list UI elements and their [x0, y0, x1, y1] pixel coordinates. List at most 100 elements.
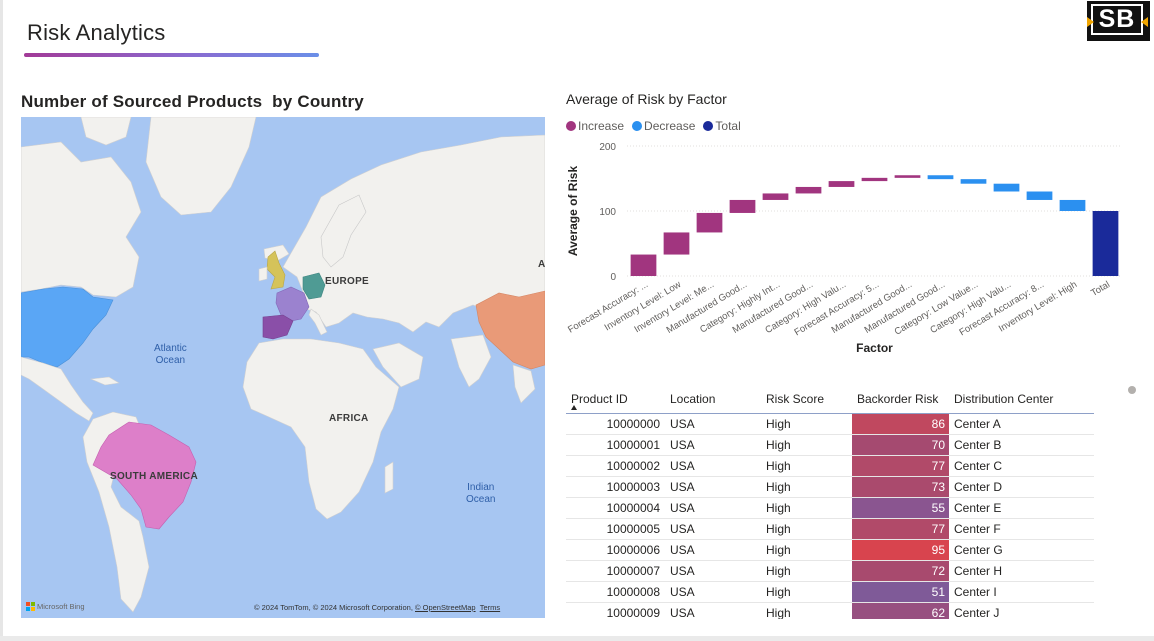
legend-dot-icon	[703, 121, 714, 131]
legend-item-total[interactable]: Total	[703, 119, 741, 133]
cell-product-id: 10000000	[566, 413, 665, 435]
osm-link[interactable]: © OpenStreetMap	[415, 603, 476, 612]
waterfall-bar-decrease[interactable]	[927, 175, 954, 180]
table-row[interactable]: 10000005 USA High 77 Center F	[566, 518, 1094, 540]
cell-risk-score: High	[761, 539, 852, 561]
chart-legend: Increase Decrease Total	[566, 119, 741, 133]
filled-map[interactable]: EUROPE AFRICA SOUTH AMERICA A Atlantic O…	[21, 117, 545, 618]
cell-backorder-risk: 55	[852, 497, 949, 519]
country-spain	[262, 314, 294, 340]
waterfall-bar-decrease[interactable]	[1059, 199, 1086, 211]
waterfall-bar-decrease[interactable]	[960, 179, 987, 184]
table-row[interactable]: 10000001 USA High 70 Center B	[566, 434, 1094, 456]
legend-item-increase[interactable]: Increase	[566, 119, 624, 133]
cell-backorder-risk: 70	[852, 434, 949, 456]
country-uk	[266, 250, 286, 290]
cell-distribution-center: Center D	[949, 476, 1094, 498]
bing-logo: Microsoft Bing	[26, 602, 85, 611]
cell-product-id: 10000001	[566, 434, 665, 456]
map-attribution: © 2024 TomTom, © 2024 Microsoft Corporat…	[254, 603, 500, 612]
waterfall-bar-increase[interactable]	[630, 254, 657, 276]
table-row[interactable]: 10000002 USA High 77 Center C	[566, 455, 1094, 477]
product-table: Product ID Location Risk Score Backorder…	[566, 384, 1094, 619]
x-tick-label: Total	[1089, 279, 1112, 299]
waterfall-bar-decrease[interactable]	[993, 183, 1020, 192]
waterfall-bar-increase[interactable]	[729, 199, 756, 213]
sort-ascending-icon[interactable]	[571, 405, 577, 410]
cell-product-id: 10000009	[566, 602, 665, 619]
cell-distribution-center: Center A	[949, 413, 1094, 435]
legend-dot-icon	[566, 121, 576, 131]
cell-product-id: 10000003	[566, 476, 665, 498]
country-china	[475, 290, 545, 370]
cell-backorder-risk: 86	[852, 413, 949, 435]
region-label-south-america: SOUTH AMERICA	[110, 471, 198, 482]
cell-risk-score: High	[761, 581, 852, 603]
cell-product-id: 10000002	[566, 455, 665, 477]
column-header-distribution-center[interactable]: Distribution Center	[949, 384, 1094, 414]
terms-link[interactable]: Terms	[479, 603, 501, 612]
cell-location: USA	[665, 476, 761, 498]
bing-label: Microsoft Bing	[37, 602, 85, 611]
cell-distribution-center: Center C	[949, 455, 1094, 477]
attribution-text: © 2024 TomTom, © 2024 Microsoft Corporat…	[254, 603, 415, 612]
ocean-label-indian: Indian Ocean	[466, 482, 496, 505]
y-axis-label: Average of Risk	[566, 166, 580, 257]
region-label-africa: AFRICA	[329, 413, 369, 424]
cell-location: USA	[665, 560, 761, 582]
cell-product-id: 10000008	[566, 581, 665, 603]
column-header-product-id[interactable]: Product ID	[566, 384, 665, 414]
cell-risk-score: High	[761, 497, 852, 519]
waterfall-bar-increase[interactable]	[894, 175, 921, 178]
cell-location: USA	[665, 518, 761, 540]
bottom-border	[0, 636, 1154, 641]
column-header-risk-score[interactable]: Risk Score	[761, 384, 852, 414]
waterfall-bar-increase[interactable]	[795, 186, 822, 194]
cell-distribution-center: Center J	[949, 602, 1094, 619]
y-tick-label: 200	[599, 142, 616, 153]
table-row[interactable]: 10000000 USA High 86 Center A	[566, 413, 1094, 435]
cell-location: USA	[665, 413, 761, 435]
cell-backorder-risk: 77	[852, 455, 949, 477]
legend-dot-icon	[632, 121, 643, 131]
legend-label: Decrease	[644, 119, 696, 133]
table-row[interactable]: 10000008 USA High 51 Center I	[566, 581, 1094, 603]
cell-backorder-risk: 51	[852, 581, 949, 603]
column-header-location[interactable]: Location	[665, 384, 761, 414]
waterfall-bar-increase[interactable]	[762, 193, 789, 200]
waterfall-bar-total[interactable]	[1092, 211, 1119, 276]
logo-arrow-icon	[1087, 17, 1094, 27]
waterfall-bar-increase[interactable]	[828, 181, 855, 187]
cell-risk-score: High	[761, 518, 852, 540]
logo-arrow-icon	[1141, 17, 1148, 27]
cell-risk-score: High	[761, 476, 852, 498]
cell-distribution-center: Center F	[949, 518, 1094, 540]
microsoft-logo-icon	[26, 602, 35, 611]
waterfall-bar-increase[interactable]	[861, 177, 888, 182]
cell-distribution-center: Center I	[949, 581, 1094, 603]
ocean-label-atlantic: Atlantic Ocean	[154, 343, 187, 366]
scroll-indicator[interactable]	[1128, 386, 1136, 394]
cell-distribution-center: Center H	[949, 560, 1094, 582]
table-row[interactable]: 10000006 USA High 95 Center G	[566, 539, 1094, 561]
cell-product-id: 10000005	[566, 518, 665, 540]
table-row[interactable]: 10000007 USA High 72 Center H	[566, 560, 1094, 582]
cell-location: USA	[665, 602, 761, 619]
cell-location: USA	[665, 434, 761, 456]
waterfall-bar-increase[interactable]	[663, 232, 690, 255]
table-row[interactable]: 10000004 USA High 55 Center E	[566, 497, 1094, 519]
cell-location: USA	[665, 497, 761, 519]
waterfall-bar-increase[interactable]	[696, 212, 723, 233]
legend-item-decrease[interactable]: Decrease	[632, 119, 695, 133]
country-france	[275, 286, 310, 322]
x-axis-label: Factor	[856, 341, 893, 355]
cell-location: USA	[665, 539, 761, 561]
waterfall-bar-decrease[interactable]	[1026, 191, 1053, 200]
column-header-backorder-risk[interactable]: Backorder Risk	[852, 384, 949, 414]
region-label-asia: A	[538, 259, 545, 270]
logo-text: SB	[1091, 4, 1143, 35]
country-brazil	[92, 421, 197, 530]
table-row[interactable]: 10000009 USA High 62 Center J	[566, 602, 1094, 619]
table-row[interactable]: 10000003 USA High 73 Center D	[566, 476, 1094, 498]
